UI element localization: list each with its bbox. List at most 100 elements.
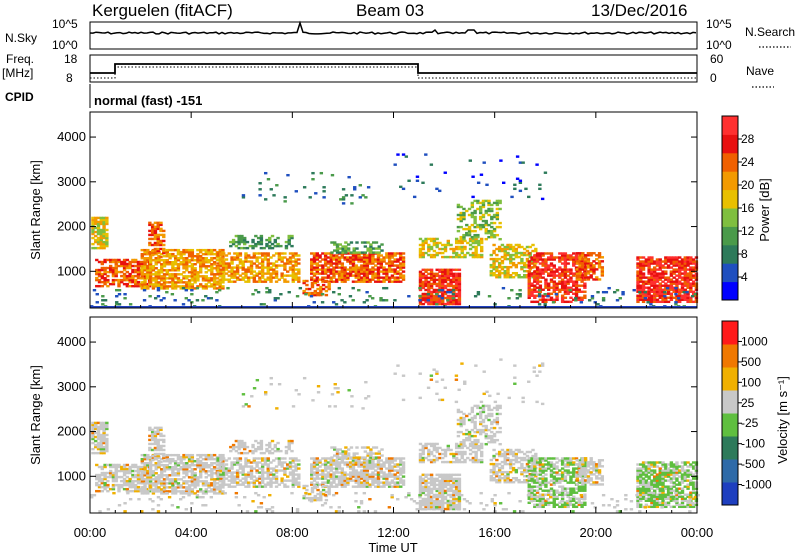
heatmap-cell [586, 260, 591, 263]
heatmap-cell [541, 272, 545, 275]
heatmap-cell [131, 489, 135, 493]
heatmap-cell [399, 185, 403, 189]
heatmap-cell [365, 473, 370, 476]
heatmap-cell [122, 481, 127, 485]
heatmap-cell [360, 276, 364, 279]
heatmap-cell [421, 239, 425, 243]
heatmap-cell [260, 467, 265, 470]
heatmap-cell [318, 272, 322, 275]
heatmap-cell [329, 264, 333, 267]
heatmap-cell [134, 282, 138, 286]
heatmap-cell [146, 287, 150, 290]
heatmap-cell [173, 482, 178, 485]
heatmap-cell [219, 467, 223, 470]
heatmap-cell [263, 477, 268, 480]
heatmap-cell [244, 475, 248, 478]
heatmap-cell [349, 251, 354, 254]
heatmap-cell [266, 254, 270, 257]
heatmap-cell [291, 272, 295, 275]
heatmap-cell [443, 280, 448, 284]
heatmap-cell [525, 257, 530, 261]
heatmap-cell [343, 266, 347, 269]
heatmap-cell [522, 273, 527, 277]
heatmap-cell [489, 269, 493, 273]
heatmap-cell [154, 482, 158, 485]
heatmap-cell [269, 280, 273, 283]
heatmap-cell [252, 276, 257, 279]
heatmap-cell [691, 268, 696, 271]
heatmap-cell [569, 276, 573, 279]
heatmap-cell [297, 276, 301, 279]
heatmap-cell [335, 264, 339, 267]
heatmap-cell [503, 245, 507, 249]
heatmap-cell [227, 264, 231, 267]
heatmap-cell [365, 268, 370, 271]
heatmap-cell [511, 263, 516, 267]
heatmap-cell [683, 274, 687, 277]
heatmap-cell [435, 241, 439, 245]
heatmap-cell [185, 490, 189, 493]
heatmap-cell [552, 288, 556, 291]
heatmap-cell [143, 490, 147, 493]
heatmap-cell [125, 276, 130, 280]
heatmap-cell [259, 238, 264, 242]
heatmap-cell [185, 281, 189, 284]
heatmap-cell [165, 250, 170, 254]
heatmap-cell [176, 250, 181, 254]
heatmap-cell [227, 479, 231, 482]
heatmap-cell [376, 270, 381, 273]
heatmap-cell [277, 264, 282, 267]
heatmap-cell [154, 256, 158, 260]
heatmap-cell [237, 443, 241, 447]
heatmap-cell [348, 270, 353, 273]
heatmap-cell [212, 486, 217, 489]
heatmap-cell [443, 296, 448, 300]
heatmap-cell [563, 252, 568, 255]
heatmap-cell [435, 298, 439, 302]
heatmap-cell [185, 480, 189, 483]
heatmap-cell [374, 274, 378, 277]
heatmap-cell [156, 223, 160, 227]
heatmap-cell [260, 274, 265, 277]
heatmap-cell [224, 469, 229, 472]
heatmap-cell [156, 239, 160, 243]
heatmap-cell [541, 296, 545, 300]
heatmap-cell [160, 476, 164, 479]
heatmap-cell [255, 457, 259, 460]
heatmap-cell [489, 271, 493, 275]
heatmap-cell [457, 296, 462, 300]
heatmap-cell [243, 238, 247, 242]
heatmap-cell [204, 482, 208, 485]
heatmap-cell [221, 459, 225, 463]
heatmap-cell [544, 252, 548, 255]
heatmap-cell [544, 278, 548, 281]
heatmap-cell [655, 268, 660, 271]
heatmap-cell [652, 270, 657, 273]
heatmap-cell [321, 264, 325, 267]
heatmap-cell [533, 300, 537, 304]
heatmap-cell [362, 266, 367, 269]
heatmap-cell [231, 242, 236, 246]
heatmap-cell [615, 288, 620, 292]
heatmap-cell [669, 270, 674, 273]
heatmap-cell [355, 251, 359, 254]
heatmap-cell [243, 451, 247, 455]
heatmap-cell [694, 268, 699, 271]
heatmap-cell [270, 246, 275, 250]
heatmap-cell [560, 278, 565, 281]
heatmap-cell [162, 478, 167, 481]
heatmap-cell [165, 486, 170, 489]
heatmap-cell [154, 261, 158, 264]
heatmap-cell [452, 268, 456, 272]
heatmap-cell [204, 480, 208, 483]
heatmap-cell [435, 237, 439, 241]
heatmap-cell [533, 286, 537, 289]
heatmap-cell [434, 303, 439, 306]
heatmap-cell [249, 465, 254, 468]
heatmap-cell [207, 248, 211, 252]
heatmap-cell [196, 259, 200, 262]
heatmap-cell [454, 274, 459, 278]
heatmap-cell [196, 461, 200, 465]
heatmap-cell [159, 432, 163, 436]
heatmap-cell [315, 264, 319, 267]
